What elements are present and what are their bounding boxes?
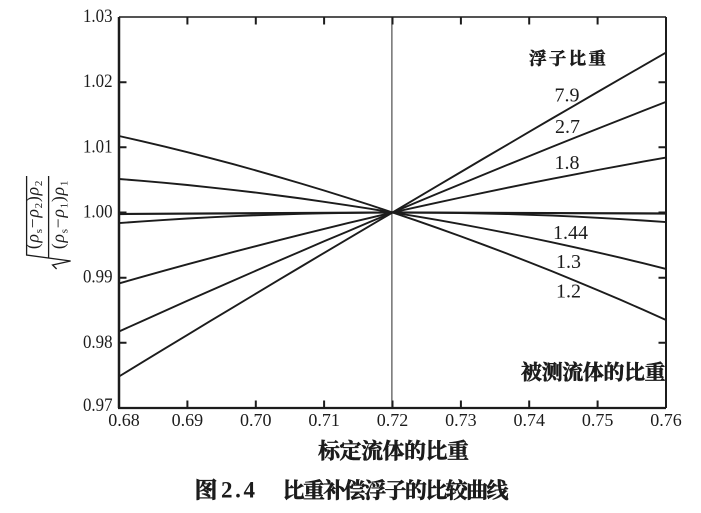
svg-text:1.01: 1.01 xyxy=(83,136,113,157)
svg-text:1.00: 1.00 xyxy=(83,202,113,223)
svg-text:0.74: 0.74 xyxy=(513,410,545,430)
svg-text:2.4: 2.4 xyxy=(221,478,258,503)
svg-text:1.44: 1.44 xyxy=(553,222,588,244)
svg-text:0.71: 0.71 xyxy=(308,410,340,430)
svg-text:1.02: 1.02 xyxy=(83,71,113,92)
svg-text:0.73: 0.73 xyxy=(445,410,477,430)
svg-text:1.3: 1.3 xyxy=(556,251,581,273)
svg-text:(ρs−ρ1)ρ1: (ρs−ρ1)ρ1 xyxy=(48,180,71,249)
svg-text:0.97: 0.97 xyxy=(83,395,113,416)
svg-text:0.98: 0.98 xyxy=(83,332,113,353)
svg-text:0.69: 0.69 xyxy=(172,410,204,430)
svg-text:0.72: 0.72 xyxy=(377,410,409,430)
svg-text:1.03: 1.03 xyxy=(83,6,113,27)
svg-text:0.76: 0.76 xyxy=(650,410,682,430)
svg-text:0.99: 0.99 xyxy=(83,267,113,288)
svg-text:0.70: 0.70 xyxy=(240,410,272,430)
svg-text:0.75: 0.75 xyxy=(582,410,614,430)
svg-text:7.9: 7.9 xyxy=(555,85,580,107)
svg-text:(ρs−ρ2)ρ2: (ρs−ρ2)ρ2 xyxy=(23,180,46,249)
svg-text:2.7: 2.7 xyxy=(555,116,580,138)
svg-text:1.2: 1.2 xyxy=(556,281,581,303)
svg-text:0.68: 0.68 xyxy=(108,410,140,430)
svg-text:1.8: 1.8 xyxy=(555,152,580,174)
